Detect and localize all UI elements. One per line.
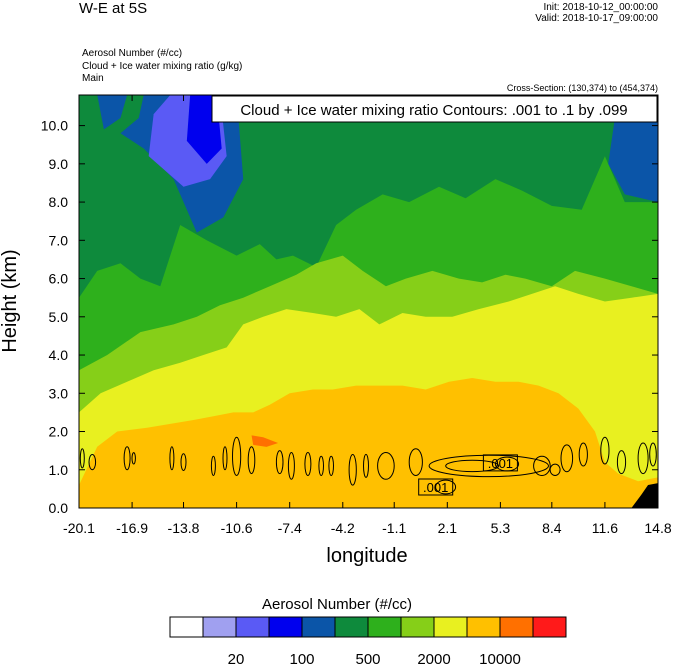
colorbar-label: 100 (289, 651, 314, 667)
x-tick-label: 14.8 (644, 520, 671, 536)
contour-line (222, 446, 228, 471)
contour-line (348, 454, 357, 486)
colorbar-swatch (169, 616, 204, 638)
contour-line (304, 452, 312, 476)
contour-info-text: Cloud + Ice water mixing ratio Contours:… (240, 102, 627, 119)
x-tick-label: -10.6 (221, 520, 253, 536)
x-tick-label: -1.1 (382, 520, 406, 536)
y-tick-label: 1.0 (49, 462, 69, 478)
field-cloud-ice: Cloud + Ice water mixing ratio (g/kg) (82, 61, 243, 72)
colorbar-label: 2000 (417, 651, 450, 667)
contour-line (169, 446, 175, 471)
y-tick-label: 5.0 (49, 309, 69, 325)
contour-line (377, 452, 395, 480)
init-time: Init: 2018-10-12_00:00:00 (543, 2, 658, 13)
plot-title: W-E at 5S (79, 0, 148, 17)
colorbar-swatch (334, 616, 369, 638)
y-tick-label: 2.0 (49, 424, 69, 440)
colorbar-swatch (301, 616, 336, 638)
axes: -20.1 -16.9 -13.8 -10.6 -7.4 -4.2 -1.1 2.1 5.3 8.… (41, 95, 672, 536)
contour-line (435, 479, 457, 495)
colorbar-swatch (532, 616, 567, 638)
colorbar-label: 20 (228, 651, 245, 667)
aerosol-field (79, 95, 658, 508)
y-tick-label: 8.0 (49, 194, 69, 210)
y-tick-label: 0.0 (49, 500, 69, 516)
x-tick-label: 11.6 (592, 520, 618, 536)
x-tick-label: 5.3 (491, 520, 511, 536)
contour-line (275, 450, 284, 475)
y-tick-label: 9.0 (49, 156, 69, 172)
contour-line (549, 463, 561, 476)
y-tick-label: 7.0 (49, 232, 69, 248)
colorbar-swatch (466, 616, 501, 638)
x-tick-label: -13.8 (168, 520, 200, 536)
x-tick-label: 2.1 (438, 520, 458, 536)
contour-line (79, 448, 85, 469)
contour-line (578, 442, 588, 467)
contour-line (131, 452, 136, 465)
y-tick-label: 6.0 (49, 271, 69, 287)
x-tick-label: -16.9 (116, 520, 148, 536)
field-aerosol: Aerosol Number (#/cc) (82, 48, 183, 59)
x-tick-label: -4.2 (331, 520, 355, 536)
contour-line (637, 442, 649, 475)
contour-line (247, 446, 256, 475)
contour-label-box (482, 454, 518, 472)
y-tick-label: 10.0 (41, 118, 68, 134)
band-navy-left (97, 95, 128, 130)
x-axis-label: longitude (326, 545, 407, 567)
contour-line (180, 453, 187, 472)
x-tick-label: -20.1 (63, 520, 95, 536)
contour-label: .001 (423, 480, 448, 495)
x-tick-label: -7.4 (278, 520, 302, 536)
cloud-ice-contours: .001 .001 (79, 436, 657, 496)
contour-line (318, 455, 325, 476)
contour-line (445, 459, 500, 473)
colorbar-swatch (202, 616, 237, 638)
contour-line (616, 450, 627, 475)
colorbar-label: 10000 (479, 651, 521, 667)
colorbar-swatch (268, 616, 303, 638)
contour-label: .001 (488, 456, 513, 471)
colorbar-swatch (235, 616, 270, 638)
colorbar-swatch (499, 616, 534, 638)
cross-section-label: Cross-Section: (130,374) to (454,374) (506, 83, 658, 93)
contour-line (287, 452, 295, 480)
contour-line (408, 448, 423, 477)
colorbar-swatch (400, 616, 435, 638)
contour-line (363, 453, 369, 478)
contour-line (328, 455, 335, 476)
patch-dark-orange (251, 435, 279, 447)
contour-line (560, 444, 574, 473)
contour-line (649, 442, 657, 467)
contour-info-box (211, 95, 658, 123)
y-tick-label: 3.0 (49, 385, 69, 401)
valid-time: Valid: 2018-10-17_09:00:00 (535, 13, 658, 24)
colorbar-swatch (367, 616, 402, 638)
x-tick-label: 8.4 (542, 520, 562, 536)
contour-line (210, 455, 216, 476)
contour-line (123, 446, 131, 471)
contour-label-box (418, 478, 454, 496)
contour-line (533, 455, 551, 476)
contour-line (232, 436, 242, 476)
field-main: Main (82, 73, 104, 84)
plot-frame (78, 94, 659, 509)
colorbar-title: Aerosol Number (#/cc) (261, 596, 413, 613)
colorbar: 20 100 500 2000 10000 (169, 616, 567, 667)
colorbar-swatch (433, 616, 468, 638)
terrain-mask (631, 483, 658, 508)
y-tick-label: 4.0 (49, 347, 69, 363)
contour-line (600, 436, 610, 465)
y-axis-label: Height (km) (0, 249, 21, 352)
colorbar-label: 500 (355, 651, 380, 667)
contour-line (88, 454, 97, 471)
